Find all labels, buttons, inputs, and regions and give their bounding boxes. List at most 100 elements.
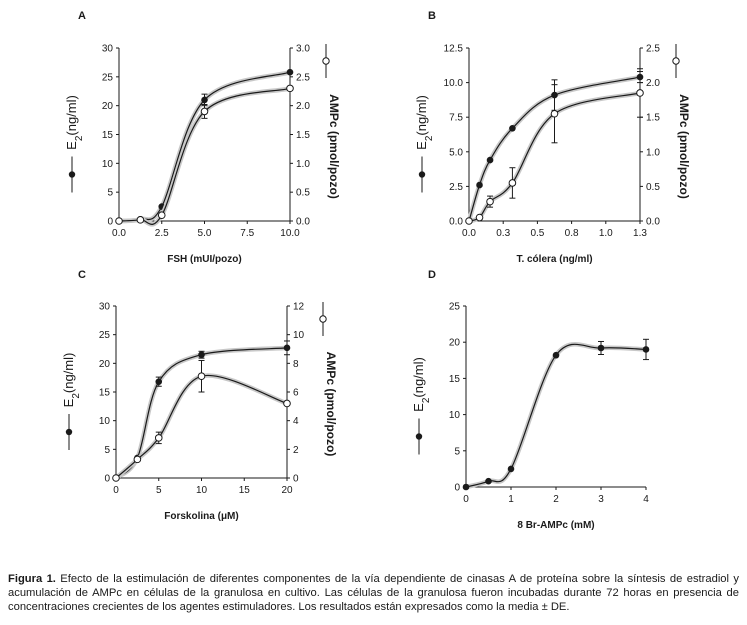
y-tick-label: 5 [104, 445, 110, 456]
y2-tick-label: 0.0 [646, 217, 660, 228]
x-tick-label: 1 [508, 494, 514, 505]
legend-marker-open [319, 315, 327, 323]
y-tick-label: 25 [102, 72, 114, 83]
series-line [465, 343, 647, 488]
data-point-filled [507, 465, 515, 473]
data-point-filled [462, 483, 470, 491]
legend-marker-filled [418, 171, 426, 178]
y-tick-label: 15 [99, 388, 111, 399]
y-tick-label: 15 [449, 374, 461, 385]
x-tick-label: 5 [156, 485, 162, 496]
y2-tick-label: 8 [293, 359, 299, 370]
y2-tick-label: 2.5 [296, 72, 310, 83]
y-tick-label: 10.0 [444, 78, 464, 89]
x-tick-label: 7.5 [240, 228, 254, 239]
panel-a: A 0.0 2.5 5.0 7.5 10.0 0 5 10 15 20 25 30 0.0 0.5 1.0 1.… [64, 10, 341, 265]
data-point-open [200, 107, 209, 116]
y2-tick-label: 2.0 [296, 101, 310, 112]
series-line [118, 87, 291, 225]
y-tick-label: 30 [102, 44, 114, 55]
y-tick-label: 20 [449, 338, 461, 349]
x-tick-label: 0 [463, 494, 469, 505]
y-tick-label: 0 [454, 483, 460, 494]
data-point-open [508, 179, 517, 187]
x-tick-label: 0.3 [496, 228, 510, 239]
data-point-open [112, 474, 120, 482]
data-point-filled [198, 351, 205, 359]
x-tick-label: 1.3 [633, 228, 647, 239]
legend-marker-filled [68, 171, 76, 178]
x-tick-label: 3 [598, 494, 604, 505]
y2-tick-label: 6 [293, 388, 299, 399]
data-point-open [133, 455, 142, 464]
x-tick-label: 0 [113, 485, 119, 496]
y-axis-label: E2(ng/ml) [64, 95, 85, 150]
x-axis-label: T. cólera (ng/ml) [516, 254, 592, 265]
x-tick-label: 2 [553, 494, 559, 505]
data-point-open [157, 211, 166, 220]
y-tick-label: 25 [449, 302, 461, 313]
x-tick-label: 10 [196, 485, 208, 496]
y-axis-label: E2(ng/ml) [414, 95, 435, 150]
y-tick-label: 10 [102, 159, 114, 170]
data-point-filled [286, 68, 294, 76]
y-tick-label: 25 [99, 330, 111, 341]
x-tick-label: 20 [281, 485, 293, 496]
data-point-filled [642, 346, 650, 353]
y2-tick-label: 0.5 [646, 182, 660, 193]
y2-axis-label: AMPc (pmol/pozo) [324, 352, 338, 457]
data-point-open [283, 399, 291, 408]
legend-marker-filled [65, 428, 73, 436]
y-tick-label: 20 [102, 101, 114, 112]
y2-tick-label: 0 [293, 474, 299, 485]
y-tick-label: 10 [99, 416, 111, 427]
y-tick-label: 30 [99, 302, 111, 313]
y-tick-label: 7.5 [449, 113, 463, 124]
y-tick-label: 20 [99, 359, 111, 370]
x-tick-label: 10.0 [280, 228, 300, 239]
legend-marker-open [322, 57, 330, 65]
figure: A0.0 2.5 5.0 7.5 10.00510152025300.00.51.01.… [61, 10, 691, 531]
y2-tick-label: 2.5 [646, 44, 660, 55]
panel-b: B0.0 0.3 0.5 0.8 1.0 1.30.02.55.07.510.012.50… [414, 10, 691, 265]
x-tick-label: 0.8 [565, 228, 579, 239]
caption-text: Efecto de la estimulación de diferentes … [8, 573, 739, 613]
y-tick-label: 5 [107, 188, 113, 199]
series-line [115, 374, 288, 479]
x-tick-label: 0.5 [530, 228, 544, 239]
x-axis-label: Forskolina (μM) [164, 511, 238, 522]
data-point-open [197, 372, 206, 381]
y2-tick-label: 1.0 [296, 159, 310, 170]
data-point-filled [552, 351, 560, 359]
y2-tick-label: 0.5 [296, 188, 310, 199]
data-point-filled [155, 378, 163, 385]
data-point-open [115, 217, 123, 225]
y-tick-label: 10 [449, 410, 461, 421]
x-tick-label: 2.5 [155, 228, 169, 239]
x-tick-label: 5.0 [198, 228, 212, 239]
y2-axis-label: AMPc (pmol/pozo) [327, 94, 341, 199]
data-point-open [486, 197, 494, 206]
panel-label: B [428, 10, 436, 22]
data-point-filled [201, 96, 208, 104]
data-point-open [136, 216, 145, 224]
y-tick-label: 5 [454, 446, 460, 457]
x-tick-label: 15 [239, 485, 251, 496]
y2-tick-label: 12 [293, 302, 305, 313]
data-point-filled [509, 124, 516, 132]
figure-caption: Figura 1. Efecto de la estimulación de d… [8, 572, 739, 614]
data-point-open [475, 213, 484, 222]
y-tick-label: 12.5 [444, 44, 464, 55]
panel-c: C0 5 10 15 20051015202530024681012Forskolina… [61, 269, 338, 522]
panel-label: C [78, 269, 86, 281]
data-point-open [636, 89, 644, 97]
y2-tick-label: 10 [293, 330, 305, 341]
y-tick-label: 2.5 [449, 182, 463, 193]
panel-label: A [78, 10, 86, 22]
y-axis-label: E2(ng/ml) [61, 353, 82, 408]
x-axis-label: 8 Br-AMPc (mM) [517, 520, 594, 531]
caption-lead: Figura 1. [8, 573, 56, 585]
y-tick-label: 5.0 [449, 147, 463, 158]
data-point-filled [476, 181, 483, 189]
y2-tick-label: 2 [293, 445, 299, 456]
